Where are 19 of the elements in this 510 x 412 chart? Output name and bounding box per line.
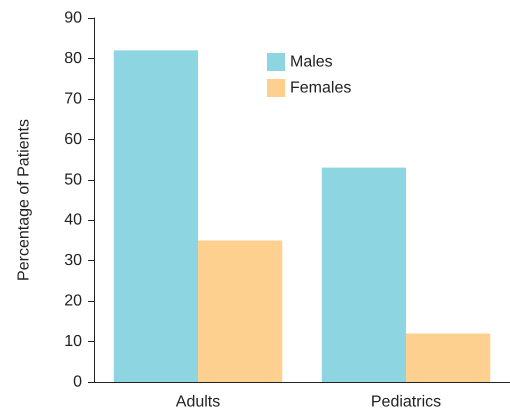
x-tick-label: Pediatrics (370, 394, 442, 410)
y-tick-label: 80 (64, 50, 82, 67)
legend-label: Males (290, 54, 333, 70)
y-tick-label: 60 (64, 130, 82, 148)
bar (198, 240, 282, 382)
bar (114, 50, 198, 382)
bar (322, 168, 406, 382)
y-axis-title: Percentage of Patients (16, 119, 32, 281)
y-tick-label: 10 (64, 333, 82, 350)
y-tick-label: 90 (64, 10, 82, 26)
bar (406, 333, 490, 382)
legend-label: Females (290, 80, 352, 96)
y-tick-label: 40 (64, 212, 82, 229)
y-tick-label: 20 (64, 292, 82, 310)
x-tick-label: Adults (176, 394, 220, 410)
y-tick-label: 70 (64, 90, 82, 108)
y-tick-label: 50 (64, 171, 82, 188)
y-tick-label: 0 (73, 374, 82, 390)
y-tick-label: 30 (64, 252, 82, 270)
